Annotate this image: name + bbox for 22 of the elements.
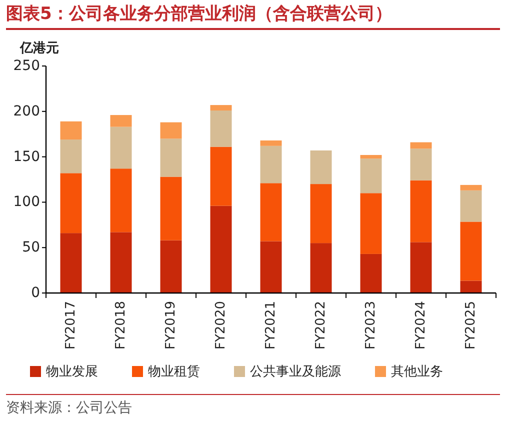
x-tick-label: FY2023 [364, 301, 378, 350]
legend-label: 物业发展 [46, 364, 98, 380]
y-tick-label: 250 [13, 58, 40, 74]
legend-label: 物业租赁 [148, 364, 200, 380]
y-tick-label: 200 [13, 103, 40, 120]
x-tick-label: FY2017 [64, 301, 78, 350]
legend-label: 公共事业及能源 [250, 364, 341, 380]
x-tick-label: FY2019 [164, 301, 178, 350]
legend-label: 其他业务 [391, 364, 443, 380]
y-tick-label: 100 [13, 194, 40, 210]
x-tick-label: FY2022 [314, 301, 328, 350]
x-tick-label: FY2025 [464, 301, 478, 350]
y-tick-label: 0 [31, 285, 40, 301]
text: 资料来源：公司公告 [6, 394, 500, 417]
x-tick-label: FY2021 [264, 301, 278, 350]
x-tick-label: FY2020 [214, 301, 228, 350]
y-axis-title: 亿港元 [19, 41, 59, 56]
y-tick-label: 50 [22, 240, 40, 256]
y-tick-label: 150 [13, 148, 40, 165]
chart-title: 图表5：公司各业务分部营业利润（含合联营公司） [6, 2, 500, 30]
x-tick-label: FY2024 [414, 301, 428, 350]
x-tick-label: FY2018 [114, 301, 128, 350]
